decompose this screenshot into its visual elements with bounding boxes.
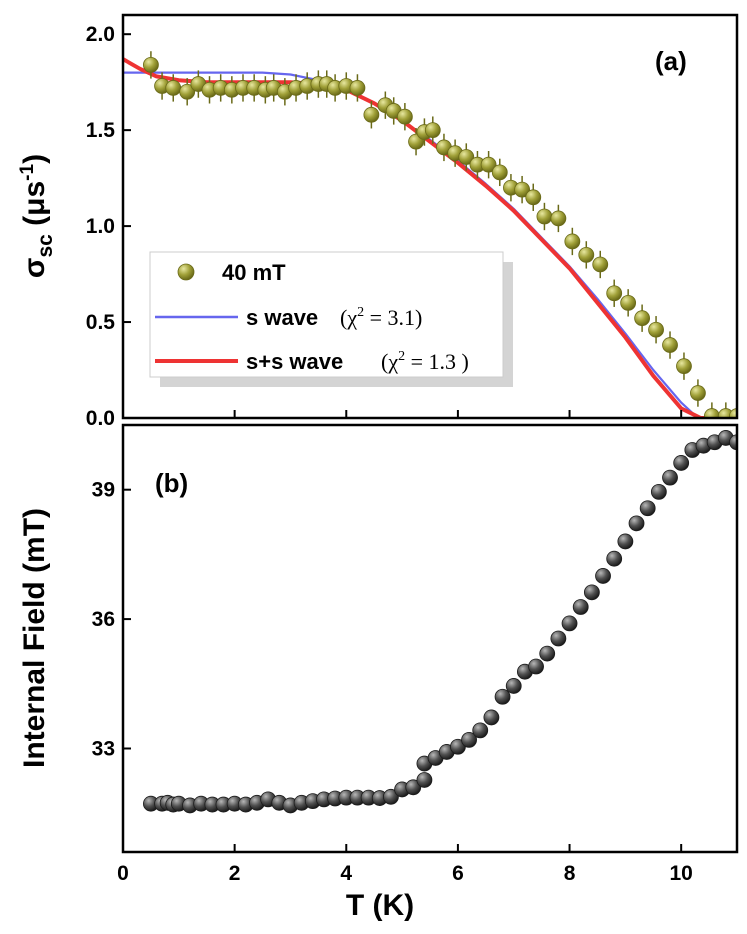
data-point-40mt (424, 122, 441, 139)
panel-b-x-ticks: 0 2 4 6 8 10 (117, 844, 693, 885)
data-point-internal-field (606, 550, 623, 567)
data-point-40mt (480, 156, 497, 173)
data-point-40mt (396, 108, 413, 125)
data-point-40mt (703, 408, 720, 418)
y-tick-label: 0.5 (86, 311, 116, 334)
data-point-40mt (179, 83, 196, 100)
legend: 40 mT s wave (χ2 = 3.1) s+s wave (χ2 = 1… (149, 251, 513, 387)
y-tick-label: 33 (92, 737, 115, 760)
panel-b-frame (121, 423, 739, 854)
panel-a-y-axis-title: σsc (μs-1) (17, 154, 57, 278)
panel-a-frame (121, 13, 739, 420)
panel-b-y-axis-title: Internal Field (mT) (18, 508, 51, 768)
data-point-40mt (536, 208, 553, 225)
data-point-internal-field (494, 688, 511, 705)
panel-b-label: (b) (155, 468, 188, 498)
data-point-internal-field (528, 658, 544, 675)
data-point-internal-field (561, 615, 578, 632)
data-point-internal-field (595, 568, 611, 584)
x-axis-title: T (K) (346, 889, 414, 922)
legend-points-label: 40 mT (222, 260, 286, 285)
x-tick-label: 2 (229, 862, 241, 885)
data-point-40mt (143, 56, 159, 73)
legend-ss-wave-label: s+s wave (246, 349, 343, 374)
data-point-internal-field (639, 500, 656, 517)
panel-b: (b) 33 36 39 0 2 4 6 8 10 Internal Field (mT) T… (18, 423, 739, 922)
data-point-40mt (729, 408, 737, 418)
panel-b-data-points (143, 430, 737, 814)
x-tick-label: 6 (452, 862, 464, 885)
data-point-40mt (648, 321, 664, 338)
data-point-internal-field (483, 709, 500, 726)
data-point-40mt (690, 385, 706, 401)
data-point-internal-field (650, 483, 667, 500)
data-point-40mt (592, 256, 609, 273)
data-point-40mt (458, 149, 475, 165)
data-point-40mt (349, 80, 366, 96)
data-point-internal-field (729, 434, 737, 451)
data-point-40mt (525, 189, 542, 206)
y-tick-label: 2.0 (86, 23, 115, 46)
x-tick-label: 10 (670, 862, 693, 885)
data-point-internal-field (405, 779, 422, 796)
x-tick-label: 8 (564, 862, 576, 885)
data-point-internal-field (539, 645, 556, 662)
legend-s-wave-chi: (χ2 = 3.1) (340, 305, 422, 330)
data-point-40mt (165, 80, 182, 96)
y-tick-label: 1.5 (86, 119, 116, 142)
data-point-internal-field (617, 533, 634, 550)
data-point-40mt (606, 285, 623, 302)
y-tick-label: 0.0 (86, 407, 115, 430)
x-tick-label: 4 (340, 862, 352, 885)
data-point-internal-field (461, 731, 477, 748)
data-point-internal-field (472, 722, 489, 739)
data-point-40mt (662, 337, 678, 353)
data-point-internal-field (572, 599, 589, 615)
x-tick-label: 0 (117, 862, 129, 885)
data-point-40mt (564, 233, 581, 250)
legend-s-wave-label: s wave (246, 305, 318, 330)
data-point-40mt (676, 358, 692, 375)
data-point-internal-field (583, 584, 600, 601)
data-point-40mt (578, 246, 595, 263)
panel-a-y-ticks: 0.0 0.5 1.0 1.5 2.0 (86, 23, 131, 430)
panel-a-label: (a) (655, 46, 687, 76)
y-tick-label: 39 (92, 479, 115, 502)
data-point-internal-field (628, 515, 645, 532)
data-point-internal-field (416, 772, 433, 788)
legend-ss-wave-chi: (χ2 = 1.3 ) (381, 349, 469, 374)
y-tick-label: 1.0 (86, 215, 115, 238)
panel-a-data-points (143, 51, 737, 418)
data-point-internal-field (383, 788, 399, 805)
panel-b-y-ticks: 33 36 39 (92, 479, 131, 760)
data-point-internal-field (505, 678, 522, 694)
data-point-40mt (620, 294, 637, 311)
data-point-40mt (634, 310, 651, 327)
data-point-internal-field (662, 469, 678, 486)
data-point-internal-field (673, 455, 690, 471)
y-tick-label: 36 (92, 608, 115, 631)
data-point-40mt (514, 181, 530, 198)
panel-a: 40 mT s wave (χ2 = 3.1) s+s wave (χ2 = 1… (17, 13, 739, 430)
data-point-internal-field (550, 630, 567, 647)
data-point-40mt (491, 164, 508, 181)
legend-box (149, 251, 504, 378)
data-point-40mt (550, 210, 567, 227)
data-point-40mt (363, 106, 380, 123)
legend-point-marker (177, 263, 195, 281)
